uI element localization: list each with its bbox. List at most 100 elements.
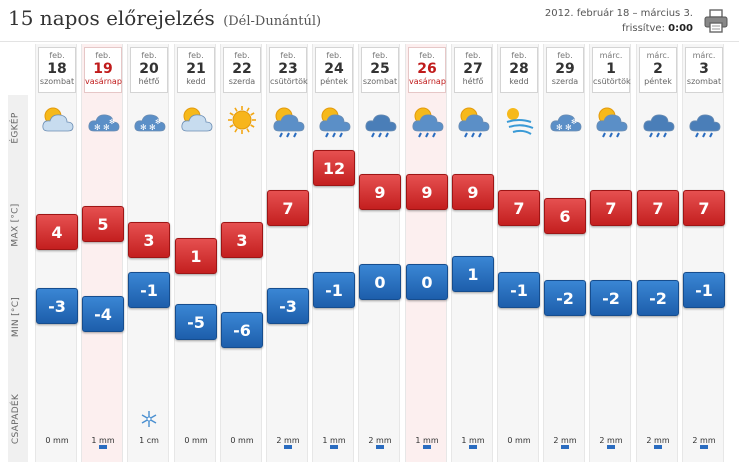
max-temp-badge: 4 (36, 214, 78, 250)
max-temp-badge: 9 (406, 174, 448, 210)
date-weekday: vasárnap (409, 77, 446, 86)
forecast-day-column: feb. 24 péntek 12 -1 1 mm (312, 44, 355, 462)
date-weekday: péntek (644, 77, 672, 86)
date-weekday: szerda (228, 77, 256, 86)
date-month: márc. (599, 51, 623, 60)
forecast-day-column: feb. 29 szerda ✻ ✻ ✻ 6 -2 2 mm (543, 44, 586, 462)
min-temp-badge: -2 (590, 280, 632, 316)
min-temp-badge: -3 (36, 288, 78, 324)
max-temp-badge: 9 (359, 174, 401, 210)
date-day: 26 (417, 61, 437, 77)
max-temp-badge: 7 (683, 190, 725, 226)
date-month: feb. (326, 51, 342, 60)
precip-amount: 1 mm (91, 436, 115, 445)
svg-text:✻: ✻ (149, 123, 156, 132)
precip-amount: 2 mm (553, 436, 577, 445)
row-label-column (8, 95, 28, 462)
date-weekday: péntek (320, 77, 348, 86)
min-temp-badge: -1 (683, 272, 725, 308)
sun-cloud-rain-icon (593, 104, 629, 138)
sun-cloud-icon (39, 104, 75, 136)
updated-label: frissítve: (621, 23, 665, 34)
precip-amount: 2 mm (599, 436, 623, 445)
updated-time: 0:00 (668, 23, 693, 34)
precip-amount: 1 mm (322, 436, 346, 445)
min-temp-badge: 0 (406, 264, 448, 300)
max-temp-badge: 7 (267, 190, 309, 226)
date-month: márc. (646, 51, 670, 60)
date-day: 18 (47, 61, 67, 77)
forecast-day-column: márc. 1 csütörtök 7 -2 2 mm (589, 44, 632, 462)
max-temp-badge: 7 (590, 190, 632, 226)
min-temp-badge: 0 (359, 264, 401, 300)
forecast-day-column: feb. 19 vasárnap ✻ ✻ ✻ 5 -4 1 mm (81, 44, 124, 462)
date-day: 21 (186, 61, 206, 77)
row-label-min: MIN [°C] (11, 296, 22, 338)
wind-icon (501, 104, 537, 136)
precip-amount: 0 mm (45, 436, 69, 445)
min-temp-badge: -1 (498, 272, 540, 308)
date-day: 2 (653, 61, 663, 77)
row-label-max: MAX [°C] (11, 203, 21, 247)
date-weekday: hétfő (462, 77, 484, 86)
svg-text:✻: ✻ (103, 123, 110, 132)
printer-icon[interactable] (703, 8, 729, 34)
date-month: feb. (372, 51, 388, 60)
date-month: feb. (49, 51, 65, 60)
date-box: feb. 20 hétfő (130, 47, 168, 93)
precip-bar (330, 445, 338, 449)
date-day: 19 (93, 61, 113, 77)
min-temp-badge: -1 (313, 272, 355, 308)
forecast-day-column: feb. 28 kedd 7 -1 0 mm (497, 44, 540, 462)
min-temp-badge: 1 (452, 256, 494, 292)
date-day: 29 (555, 61, 575, 77)
svg-text:✻: ✻ (155, 118, 161, 126)
max-temp-badge: 12 (313, 150, 355, 186)
precip-bar (99, 445, 107, 449)
date-month: feb. (511, 51, 527, 60)
date-box: feb. 18 szombat (38, 47, 76, 93)
max-temp-badge: 9 (452, 174, 494, 210)
cloud-snow-icon: ✻ ✻ ✻ (85, 104, 121, 136)
precip-amount: 2 mm (276, 436, 300, 445)
forecast-day-column: feb. 25 szombat 9 0 2 mm (358, 44, 401, 462)
forecast-day-column: márc. 3 szombat 7 -1 2 mm (682, 44, 725, 462)
date-box: márc. 2 péntek (639, 47, 677, 93)
sun-cloud-rain-icon (455, 104, 491, 138)
precip-amount: 2 mm (368, 436, 392, 445)
date-box: feb. 28 kedd (500, 47, 538, 93)
sun-cloud-rain-icon (316, 104, 352, 138)
forecast-day-column: feb. 27 hétfő 9 1 1 mm (451, 44, 494, 462)
date-range-block: 2012. február 18 – március 3. frissítve:… (493, 6, 693, 36)
date-month: feb. (280, 51, 296, 60)
sun-cloud-icon (178, 104, 214, 136)
svg-text:✻: ✻ (565, 123, 572, 132)
sun-icon (224, 104, 260, 136)
date-box: feb. 21 kedd (177, 47, 215, 93)
precip-amount: 1 mm (415, 436, 439, 445)
date-month: feb. (465, 51, 481, 60)
page-title: 15 napos előrejelzés (Dél-Dunántúl) (8, 6, 321, 30)
date-weekday: csütörtök (593, 77, 631, 86)
date-month: feb. (419, 51, 435, 60)
date-weekday: hétfő (138, 77, 160, 86)
precip-amount: 2 mm (692, 436, 716, 445)
date-weekday: szombat (39, 77, 75, 86)
date-box: márc. 1 csütörtök (592, 47, 631, 93)
min-temp-badge: -6 (221, 312, 263, 348)
max-temp-badge: 6 (544, 198, 586, 234)
date-weekday: vasárnap (85, 77, 122, 86)
cloud-rain-icon (640, 104, 676, 138)
region-subtitle: (Dél-Dunántúl) (223, 14, 322, 29)
date-box: feb. 29 szerda (546, 47, 584, 93)
min-temp-badge: -2 (637, 280, 679, 316)
date-box: feb. 23 csütörtök (269, 47, 308, 93)
svg-text:✻: ✻ (140, 123, 147, 132)
forecast-day-column: márc. 2 péntek 7 -2 2 mm (636, 44, 679, 462)
svg-text:✻: ✻ (94, 123, 101, 132)
date-weekday: kedd (186, 77, 206, 86)
sun-cloud-rain-icon (270, 104, 306, 138)
precip-amount: 0 mm (230, 436, 254, 445)
cloud-rain-icon (686, 104, 722, 138)
date-box: márc. 3 szombat (685, 47, 723, 93)
